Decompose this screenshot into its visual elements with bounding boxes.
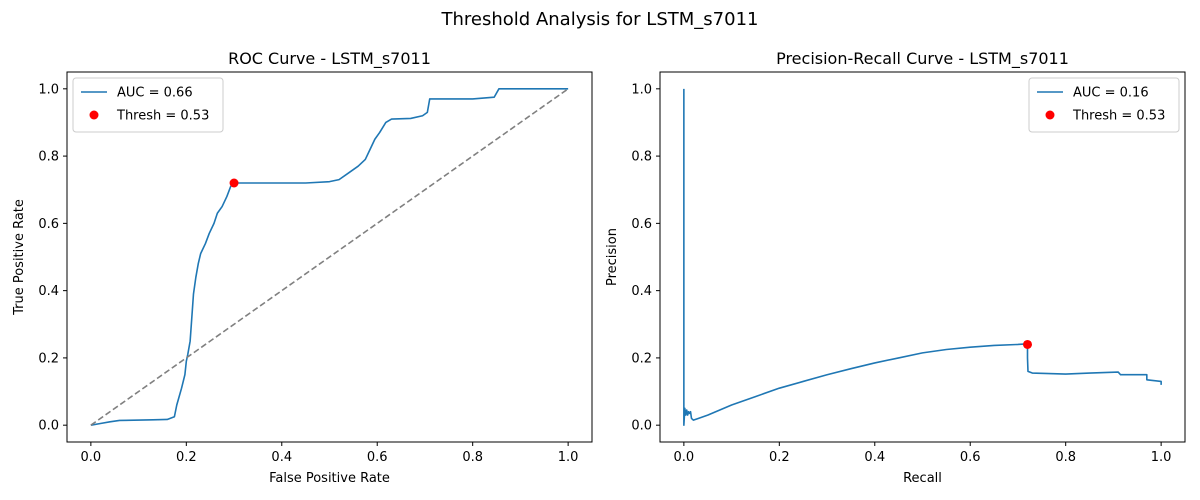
- pr-x-tick-label: 0.2: [769, 450, 790, 465]
- pr-x-tick-label: 0.4: [864, 450, 885, 465]
- pr-legend-auc-label: AUC = 0.16: [1073, 86, 1149, 101]
- roc-y-tick-label: 1.0: [38, 82, 59, 97]
- pr-x-tick-label: 0.6: [960, 450, 981, 465]
- roc-y-tick-label: 0.8: [38, 150, 59, 165]
- pr-y-tick-label: 0.8: [631, 150, 652, 165]
- pr-legend-box: [1028, 77, 1180, 133]
- roc-axes-frame: [66, 71, 593, 443]
- pr-y-tick-label: 0.6: [631, 217, 652, 232]
- pr-x-tick-label: 0.8: [1055, 450, 1076, 465]
- pr-legend-marker-swatch: [1045, 110, 1055, 120]
- roc-x-tick-label: 0.4: [271, 450, 292, 465]
- pr-legend-thresh-label: Thresh = 0.53: [1072, 109, 1165, 124]
- pr-x-tick-label: 1.0: [1151, 450, 1172, 465]
- pr-curve-line: [683, 88, 1162, 426]
- roc-legend-auc-label: AUC = 0.66: [117, 86, 193, 101]
- roc-x-tick-label: 0.0: [81, 450, 102, 465]
- roc-y-tick-label: 0.6: [38, 217, 59, 232]
- pr-y-tick-label: 0.2: [631, 351, 652, 366]
- roc-x-tick-label: 1.0: [558, 450, 579, 465]
- roc-x-axis-label: False Positive Rate: [269, 471, 390, 486]
- roc-curve-panel: ROC Curve - LSTM_s7011 0.0 0.2 0.4 0.6 0.8 1.0…: [12, 49, 593, 486]
- pr-x-axis-label: Recall: [903, 471, 942, 486]
- pr-x-tick-label: 0.0: [674, 450, 695, 465]
- roc-y-axis-label: True Positive Rate: [12, 199, 27, 316]
- roc-curve-line: [90, 88, 569, 426]
- roc-threshold-point: [229, 178, 239, 188]
- roc-y-tick-label: 0.0: [38, 419, 59, 434]
- roc-y-tick-label: 0.4: [38, 284, 59, 299]
- precision-recall-panel: Precision-Recall Curve - LSTM_s7011 0.0 0.…: [605, 49, 1186, 486]
- roc-title: ROC Curve - LSTM_s7011: [228, 49, 431, 69]
- pr-y-tick-label: 0.4: [631, 284, 652, 299]
- figure-suptitle: Threshold Analysis for LSTM_s7011: [441, 9, 759, 30]
- roc-legend-thresh-label: Thresh = 0.53: [116, 109, 209, 124]
- roc-x-tick-label: 0.6: [367, 450, 388, 465]
- roc-legend-marker-swatch: [89, 110, 99, 120]
- pr-y-tick-label: 1.0: [631, 82, 652, 97]
- roc-legend-box: [72, 77, 224, 133]
- pr-title: Precision-Recall Curve - LSTM_s7011: [776, 49, 1069, 69]
- roc-x-tick-label: 0.8: [462, 450, 483, 465]
- roc-y-tick-label: 0.2: [38, 351, 59, 366]
- pr-y-axis-label: Precision: [605, 228, 620, 286]
- roc-x-tick-label: 0.2: [176, 450, 197, 465]
- pr-threshold-point: [1023, 339, 1032, 349]
- pr-axes-frame: [659, 71, 1186, 443]
- roc-diagonal-reference-line: [90, 88, 569, 426]
- pr-y-tick-label: 0.0: [631, 419, 652, 434]
